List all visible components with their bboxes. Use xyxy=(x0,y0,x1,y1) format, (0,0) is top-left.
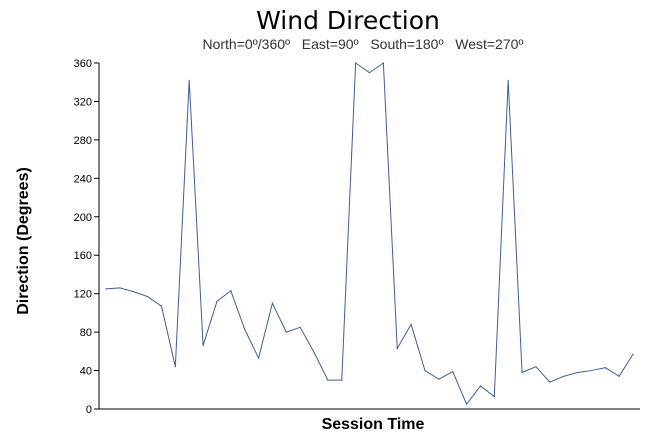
data-point xyxy=(410,323,412,326)
data-point xyxy=(327,379,329,381)
data-point xyxy=(216,300,218,302)
data-point xyxy=(313,351,315,353)
data-point xyxy=(271,302,274,304)
data-point xyxy=(368,72,371,74)
data-point xyxy=(160,305,163,307)
data-point xyxy=(438,378,440,380)
series-layer xyxy=(105,62,634,406)
y-tick-label: 120 xyxy=(74,289,92,301)
y-tick-label: 160 xyxy=(74,250,92,262)
y-tick-label: 200 xyxy=(74,212,92,224)
data-point xyxy=(230,290,232,292)
wind-direction-series-line xyxy=(105,62,634,406)
y-tick-label: 240 xyxy=(74,173,92,185)
chart-title: Wind Direction xyxy=(256,6,440,35)
data-point xyxy=(341,379,343,381)
data-point xyxy=(535,366,537,368)
y-axis-label: Direction (Degrees) xyxy=(15,167,32,315)
y-axis-ticks: 0 40 80 120 160 200 240 280 320 360 xyxy=(74,58,99,416)
data-point xyxy=(174,366,176,368)
data-point xyxy=(133,291,135,293)
data-point xyxy=(396,347,398,350)
data-point xyxy=(521,371,523,374)
y-tick-label: 40 xyxy=(80,366,92,378)
x-axis-label: Session Time xyxy=(322,416,425,433)
data-point xyxy=(105,288,107,290)
data-point xyxy=(299,326,301,328)
y-tick-label: 320 xyxy=(74,96,92,108)
data-point xyxy=(285,331,287,333)
data-point xyxy=(257,357,260,359)
y-tick-label: 360 xyxy=(74,58,92,70)
y-tick-label: 0 xyxy=(86,404,92,416)
y-tick-label: 80 xyxy=(80,327,92,339)
data-point xyxy=(188,79,190,81)
data-point xyxy=(202,344,204,347)
data-point xyxy=(618,375,620,377)
data-point xyxy=(465,403,468,405)
data-point xyxy=(452,370,454,373)
chart-subtitle: North=0º/360º East=90º South=180º West=2… xyxy=(202,36,523,52)
data-point xyxy=(576,371,579,374)
data-point xyxy=(590,369,592,372)
y-tick-label: 280 xyxy=(74,135,92,147)
data-point xyxy=(355,62,357,64)
data-point xyxy=(382,62,384,64)
data-point xyxy=(563,375,565,377)
data-point xyxy=(479,385,482,387)
data-point xyxy=(424,369,426,372)
data-point xyxy=(119,287,121,289)
data-point xyxy=(147,295,149,298)
data-point xyxy=(493,395,495,398)
data-point xyxy=(549,381,551,383)
data-point xyxy=(632,353,634,355)
data-point xyxy=(604,367,606,369)
data-point xyxy=(507,79,509,81)
data-point xyxy=(244,328,246,330)
